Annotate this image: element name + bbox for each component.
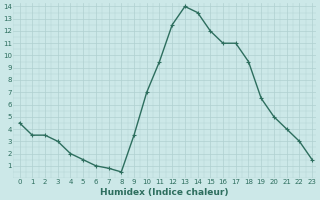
X-axis label: Humidex (Indice chaleur): Humidex (Indice chaleur) [100,188,229,197]
